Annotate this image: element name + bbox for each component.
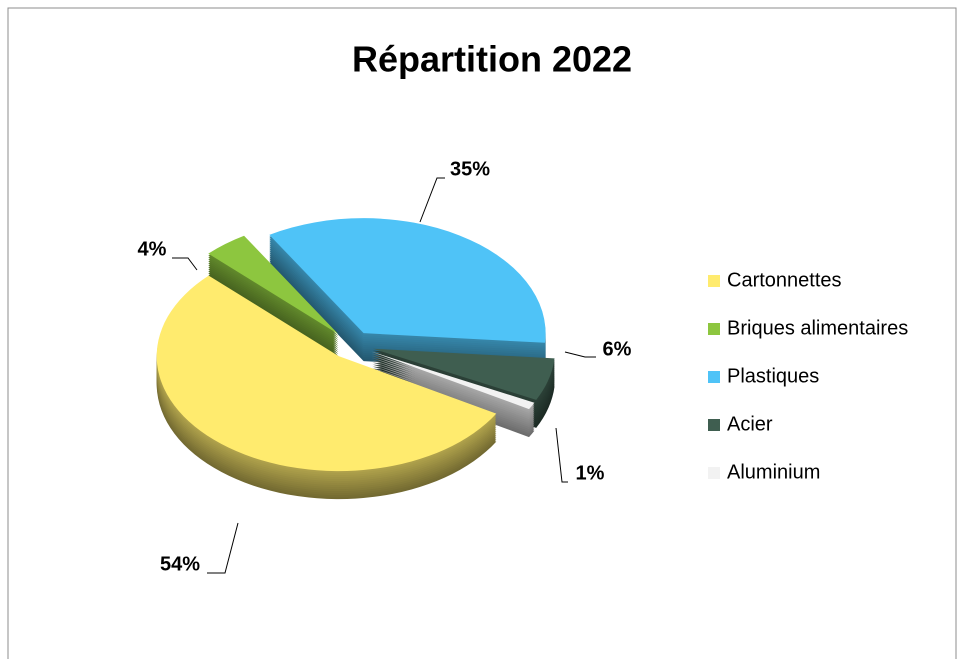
legend-label: Plastiques (727, 365, 819, 387)
slice-side (371, 365, 535, 424)
data-label: 6% (603, 338, 632, 360)
data-label: 54% (160, 553, 200, 575)
leader-line (419, 177, 445, 223)
legend-swatch (708, 371, 720, 383)
legend-label: Acier (727, 413, 773, 435)
data-label: 1% (576, 462, 605, 484)
slice-side (371, 367, 535, 426)
slice-side (371, 359, 535, 418)
slice-side (371, 355, 535, 414)
legend: Cartonnettes Briques alimentaires Plastiqu… (708, 269, 908, 483)
slice-side (371, 361, 535, 420)
legend-swatch (708, 419, 720, 431)
legend-swatch (708, 467, 720, 479)
slice-top (373, 348, 555, 400)
leader-line (564, 351, 596, 358)
pie-slice (208, 235, 339, 363)
data-labels: 54% 4% 35% 6% 1% (138, 158, 632, 575)
chart-title: Répartition 2022 (352, 39, 632, 80)
legend-label: Aluminium (727, 461, 820, 483)
legend-label: Briques alimentaires (727, 317, 908, 339)
legend-swatch (708, 275, 720, 287)
slice-top (208, 235, 339, 335)
slice-top (156, 275, 497, 472)
slice-side (371, 357, 535, 416)
slice-top (269, 218, 546, 343)
slice-side (371, 363, 535, 422)
pie-slice (269, 218, 546, 371)
leader-line (172, 257, 198, 271)
leader-line (207, 522, 239, 574)
data-label: 35% (450, 158, 490, 180)
leader-line (555, 427, 568, 483)
data-label: 4% (138, 238, 167, 260)
pie (156, 218, 555, 500)
slice-side (371, 353, 535, 412)
pie-slice (156, 275, 497, 500)
legend-swatch (708, 323, 720, 335)
slice-top (371, 351, 535, 410)
legend-label: Cartonnettes (727, 269, 842, 291)
